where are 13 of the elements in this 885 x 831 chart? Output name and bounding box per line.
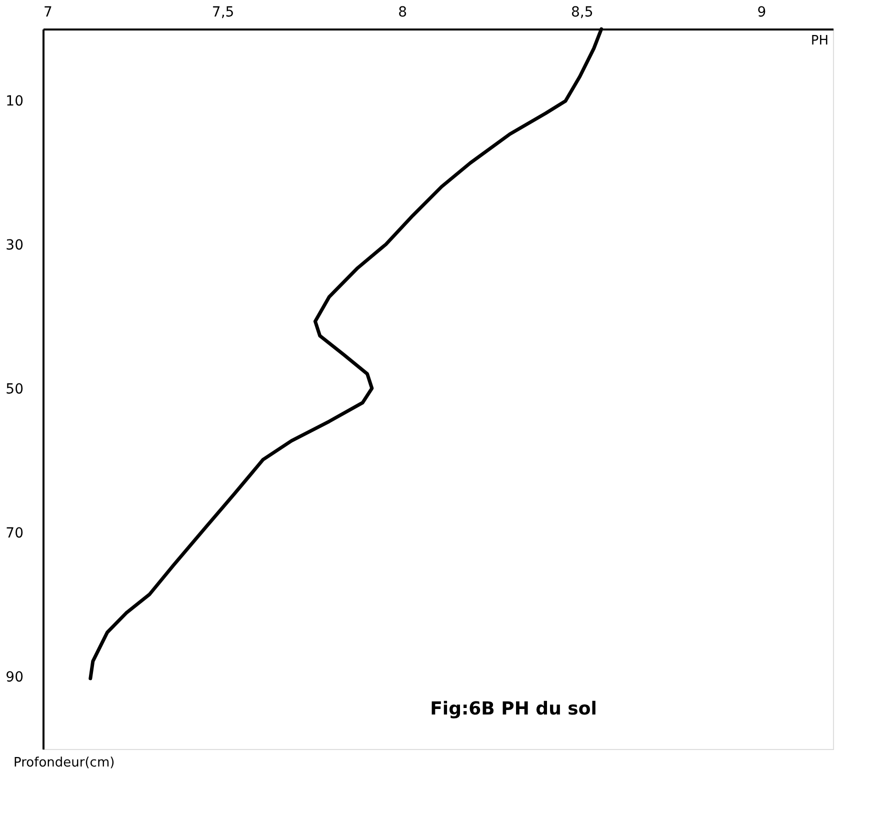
y-tick-label: 10	[6, 94, 24, 110]
x-tick-label: 7	[44, 4, 52, 20]
annotation: Fig:6B PH du sol	[430, 698, 597, 720]
x-tick-label: 8	[398, 4, 408, 20]
y-tick-label: 70	[6, 526, 24, 542]
y-tick-label: 90	[6, 670, 24, 686]
y-tick-label: 30	[6, 238, 24, 254]
x-tick-label: 9	[757, 4, 766, 20]
x-axis-title: PH	[810, 34, 828, 48]
x-tick-label: 8,5	[571, 4, 594, 20]
x-tick-label: 7,5	[212, 4, 234, 20]
y-tick-label: 50	[6, 382, 24, 398]
y-axis-title: Profondeur(cm)	[14, 756, 115, 770]
